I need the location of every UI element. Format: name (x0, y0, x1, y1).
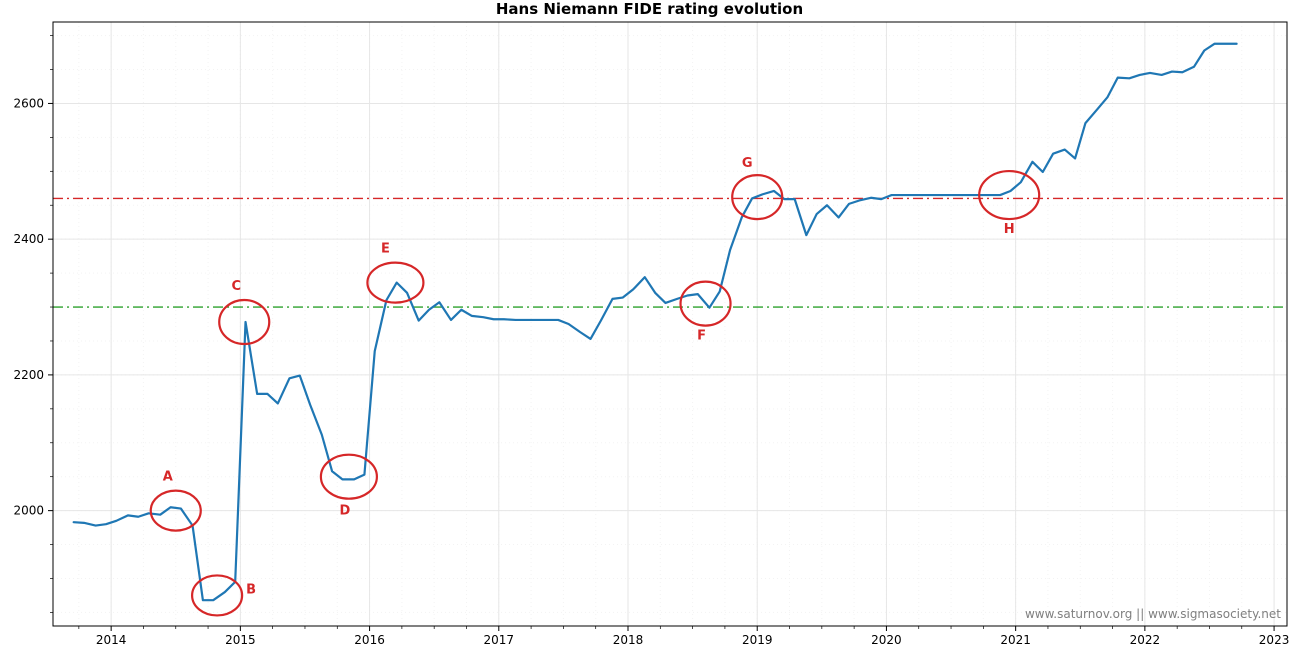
x-tick-label: 2014 (96, 633, 127, 647)
annotation-label-G: G (742, 156, 753, 171)
annotation-label-C: C (231, 279, 241, 294)
annotation-label-E: E (381, 242, 390, 257)
annotation-label-D: D (340, 504, 351, 519)
y-tick-label: 2000 (13, 504, 44, 518)
annotation-label-H: H (1004, 222, 1015, 237)
annotation-label-B: B (246, 582, 256, 597)
x-tick-label: 2022 (1130, 633, 1161, 647)
y-tick-label: 2600 (13, 96, 44, 110)
credit-text: www.saturnov.org || www.sigmasociety.net (1025, 607, 1281, 621)
chart-title: Hans Niemann FIDE rating evolution (496, 0, 803, 18)
chart-background (0, 0, 1299, 649)
x-tick-label: 2020 (871, 633, 902, 647)
chart-container: Hans Niemann FIDE rating evolution 2014 20… (0, 0, 1299, 649)
x-tick-label: 2023 (1259, 633, 1290, 647)
chart-svg: Hans Niemann FIDE rating evolution 2014 20… (0, 0, 1299, 649)
y-tick-label: 2400 (13, 232, 44, 246)
x-tick-label: 2017 (484, 633, 515, 647)
x-tick-label: 2021 (1000, 633, 1031, 647)
x-tick-label: 2018 (613, 633, 644, 647)
x-tick-label: 2015 (225, 633, 256, 647)
y-tick-label: 2200 (13, 368, 44, 382)
annotation-label-F: F (697, 329, 706, 344)
annotation-label-A: A (163, 470, 173, 485)
x-tick-label: 2019 (742, 633, 773, 647)
x-tick-label: 2016 (354, 633, 385, 647)
